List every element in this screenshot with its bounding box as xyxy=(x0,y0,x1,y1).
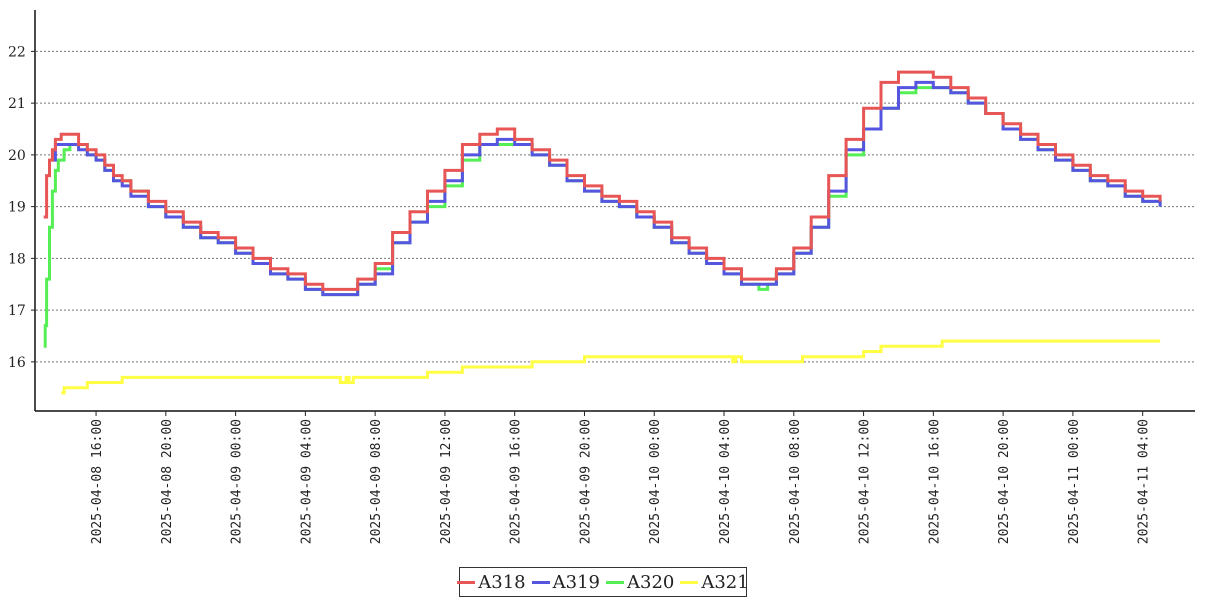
x-tick-label: 2025-04-09 08:00 xyxy=(369,419,384,544)
x-tick-label: 2025-04-11 04:00 xyxy=(1137,419,1152,544)
legend-label: A321 xyxy=(701,571,749,593)
series-line-a320 xyxy=(43,86,1162,348)
x-tick-label: 2025-04-10 04:00 xyxy=(718,419,733,544)
y-axis-ticks: 16 17 18 19 20 21 22 xyxy=(8,44,35,371)
y-tick-label: 18 xyxy=(8,251,26,267)
series-group xyxy=(43,70,1162,395)
legend-swatch xyxy=(531,580,550,584)
x-tick-label: 2025-04-09 00:00 xyxy=(230,419,245,544)
x-axis-ticks: 2025-04-08 16:00 2025-04-08 20:00 2025-04-… xyxy=(90,411,1152,544)
legend-item-a318: A318 xyxy=(457,571,526,593)
y-tick-label: 16 xyxy=(8,355,26,371)
y-tick-label: 20 xyxy=(8,148,26,164)
axes xyxy=(34,10,1195,412)
x-tick-label: 2025-04-09 04:00 xyxy=(299,419,314,544)
legend-swatch xyxy=(606,580,624,584)
legend-label: A318 xyxy=(478,571,526,593)
x-tick-label: 2025-04-11 00:00 xyxy=(1067,419,1082,544)
series-line-a318 xyxy=(43,70,1162,291)
x-tick-label: 2025-04-10 00:00 xyxy=(648,419,663,544)
x-tick-label: 2025-04-09 20:00 xyxy=(578,419,593,544)
legend-label: A319 xyxy=(552,571,600,593)
x-tick-label: 2025-04-09 16:00 xyxy=(509,419,524,544)
legend-swatch xyxy=(457,580,476,584)
y-tick-label: 22 xyxy=(8,44,26,60)
x-tick-label: 2025-04-09 12:00 xyxy=(439,419,454,544)
x-tick-label: 2025-04-10 16:00 xyxy=(927,419,942,544)
x-tick-label: 2025-04-08 16:00 xyxy=(90,419,105,544)
legend-item-a321: A321 xyxy=(680,571,749,593)
legend-swatch xyxy=(680,580,699,584)
x-tick-label: 2025-04-10 08:00 xyxy=(788,419,803,544)
legend-item-a320: A320 xyxy=(606,572,674,593)
y-tick-label: 19 xyxy=(8,200,26,216)
legend: A318 A319 A320 A321 xyxy=(457,567,749,597)
legend-item-a319: A319 xyxy=(531,571,600,593)
legend-label: A320 xyxy=(627,571,675,593)
x-tick-label: 2025-04-10 12:00 xyxy=(858,419,873,544)
series-line-a321 xyxy=(61,339,1161,395)
x-tick-label: 2025-04-10 20:00 xyxy=(997,419,1012,544)
y-tick-label: 21 xyxy=(8,96,26,112)
y-tick-label: 17 xyxy=(8,303,26,319)
x-tick-label: 2025-04-08 20:00 xyxy=(160,419,175,544)
grid xyxy=(36,50,1195,363)
